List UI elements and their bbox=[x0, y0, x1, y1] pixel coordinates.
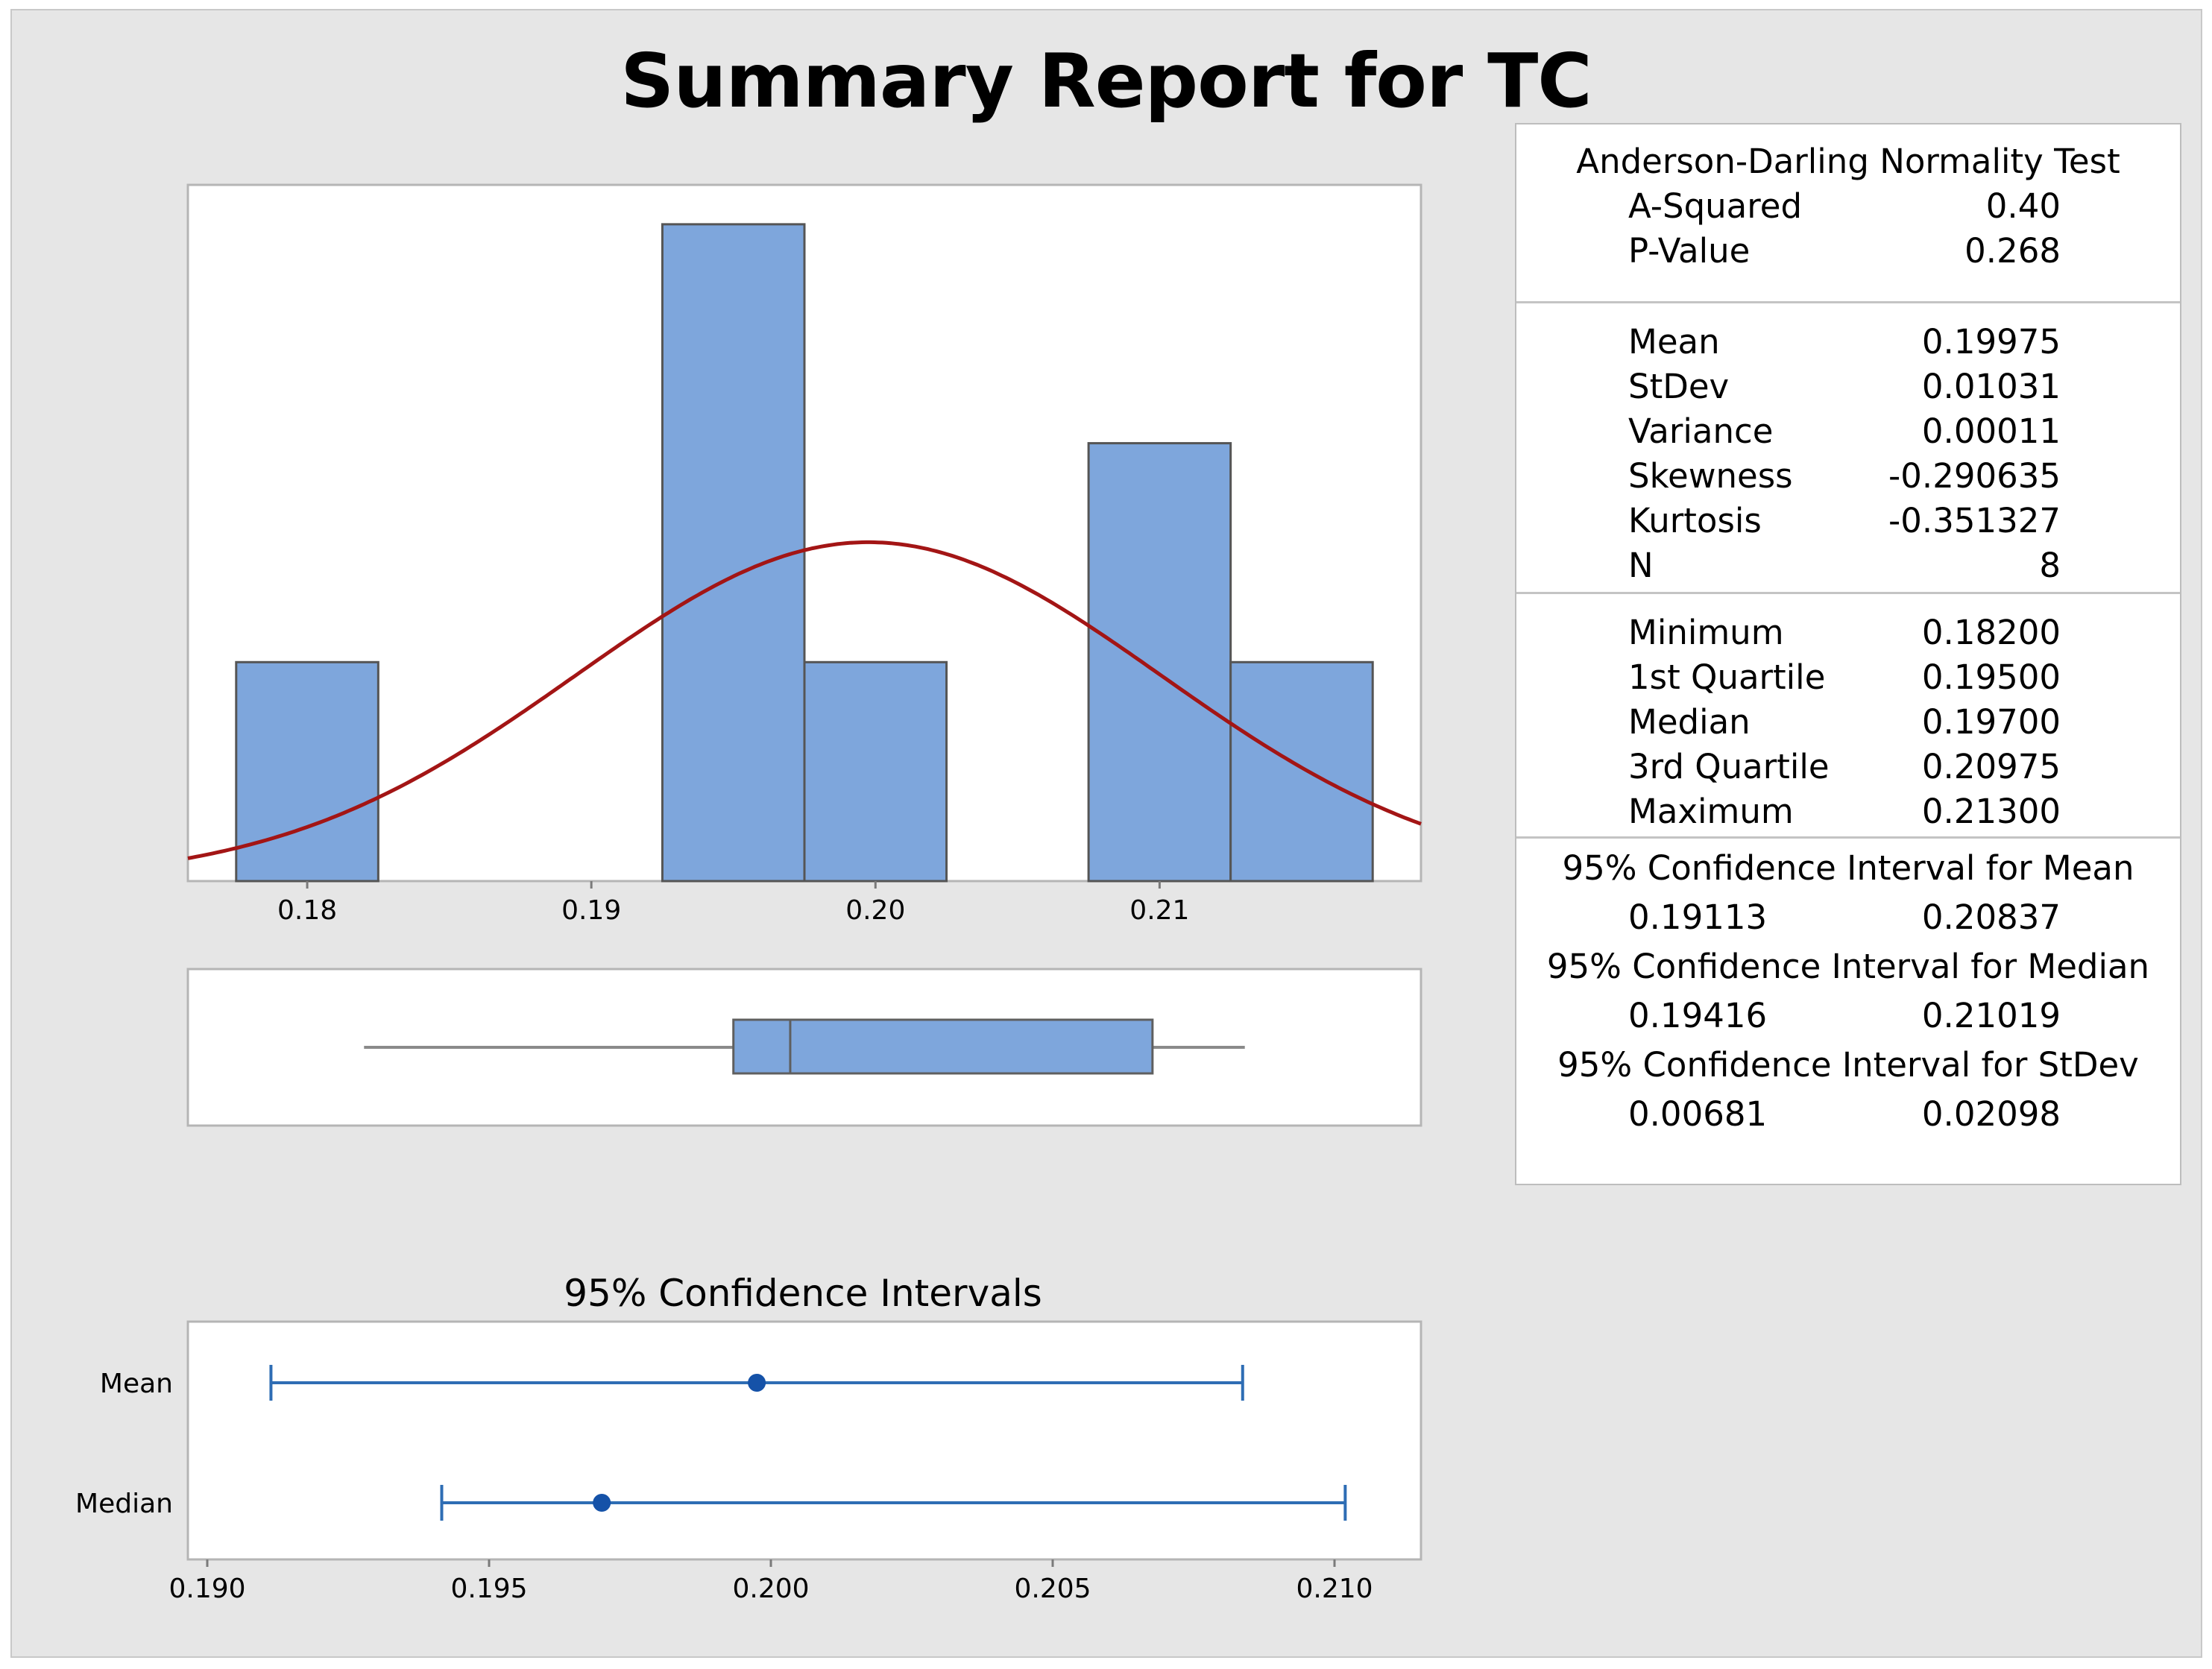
section-divider bbox=[1516, 836, 2180, 839]
histogram-bar bbox=[235, 660, 379, 883]
stat-row: StDev 0.01031 bbox=[1516, 365, 2180, 409]
stat-label: Minimum bbox=[1628, 613, 1784, 652]
stat-value: 0.00011 bbox=[1921, 411, 2061, 451]
stat-value: 0.20975 bbox=[1921, 747, 2061, 786]
ci-lower: 0.19113 bbox=[1628, 897, 1768, 937]
stat-label: Skewness bbox=[1628, 456, 1793, 496]
ci-x-tick-label: 0.210 bbox=[1296, 1574, 1373, 1604]
stat-value: 0.268 bbox=[1964, 231, 2061, 271]
ci-point-estimate bbox=[593, 1494, 611, 1512]
histogram-x-tick-label: 0.21 bbox=[1129, 895, 1189, 926]
moments-section: Mean 0.19975 StDev 0.01031 Variance 0.00011… bbox=[1516, 320, 2180, 588]
stat-value: 0.19975 bbox=[1921, 322, 2061, 362]
stat-value: 0.01031 bbox=[1921, 367, 2061, 406]
ci-chart-title: 95% Confidence Intervals bbox=[564, 1272, 1042, 1315]
ci-plot-area bbox=[186, 1320, 1422, 1561]
normal-fit-curve bbox=[187, 540, 1422, 860]
ci-row-label: Mean bbox=[100, 1369, 173, 1399]
section-divider bbox=[1516, 301, 2180, 303]
ci-row: 0.19113 0.20837 bbox=[1516, 891, 2180, 944]
ci-x-tick-label: 0.200 bbox=[732, 1574, 809, 1604]
histogram-bar bbox=[661, 223, 806, 883]
boxplot-box bbox=[732, 1018, 1154, 1075]
stat-row: P-Value 0.268 bbox=[1516, 229, 2180, 274]
ci-x-tick-label: 0.205 bbox=[1014, 1574, 1091, 1604]
report-title: Summary Report for TC bbox=[620, 37, 1592, 124]
stat-label: A-Squared bbox=[1628, 186, 1803, 226]
stat-label: P-Value bbox=[1628, 231, 1751, 271]
stat-row: Variance 0.00011 bbox=[1516, 409, 2180, 454]
stat-value: 8 bbox=[2039, 546, 2061, 585]
ci-lower: 0.19416 bbox=[1628, 996, 1768, 1035]
confidence-section: 95% Confidence Interval for Mean 0.19113… bbox=[1516, 846, 2180, 1141]
ci-heading: 95% Confidence Interval for Median bbox=[1546, 947, 2150, 986]
stat-value: 0.19500 bbox=[1921, 657, 2061, 697]
stat-value: -0.351327 bbox=[1888, 501, 2061, 540]
normality-heading: Anderson-Darling Normality Test bbox=[1576, 142, 2120, 181]
stat-label: StDev bbox=[1628, 367, 1730, 406]
stat-row: 1st Quartile 0.19500 bbox=[1516, 655, 2180, 700]
histogram-bar bbox=[1229, 660, 1374, 883]
stat-value: 0.19700 bbox=[1921, 702, 2061, 742]
quantiles-section: Minimum 0.18200 1st Quartile 0.19500 Media… bbox=[1516, 611, 2180, 834]
stat-row: Median 0.19700 bbox=[1516, 700, 2180, 745]
stat-label: Maximum bbox=[1628, 792, 1794, 831]
histogram-x-tick-label: 0.19 bbox=[561, 895, 621, 926]
stat-label: Variance bbox=[1628, 411, 1774, 451]
ci-row: 0.00681 0.02098 bbox=[1516, 1088, 2180, 1141]
ci-lower: 0.00681 bbox=[1628, 1094, 1768, 1134]
stat-value: 0.40 bbox=[1985, 186, 2061, 226]
ci-heading: 95% Confidence Interval for StDev bbox=[1557, 1045, 2139, 1085]
ci-upper: 0.02098 bbox=[1921, 1094, 2061, 1134]
ci-upper: 0.21019 bbox=[1921, 996, 2061, 1035]
stat-label: 1st Quartile bbox=[1628, 657, 1826, 697]
histogram-x-tick-label: 0.20 bbox=[845, 895, 905, 926]
stat-value: 0.21300 bbox=[1921, 792, 2061, 831]
stat-label: Mean bbox=[1628, 322, 1720, 362]
histogram-bar bbox=[803, 660, 948, 883]
stat-value: -0.290635 bbox=[1888, 456, 2061, 496]
histogram-x-tick-label: 0.18 bbox=[277, 895, 337, 926]
stat-row: A-Squared 0.40 bbox=[1516, 184, 2180, 229]
ci-heading: 95% Confidence Interval for Mean bbox=[1562, 848, 2134, 888]
stat-label: N bbox=[1628, 546, 1654, 585]
stat-row: 3rd Quartile 0.20975 bbox=[1516, 745, 2180, 789]
normality-section: Anderson-Darling Normality Test A-Square… bbox=[1516, 139, 2180, 274]
section-divider bbox=[1516, 592, 2180, 594]
statistics-panel: Anderson-Darling Normality Test A-Square… bbox=[1515, 123, 2181, 1185]
stat-row: Mean 0.19975 bbox=[1516, 320, 2180, 365]
stat-row: Minimum 0.18200 bbox=[1516, 611, 2180, 655]
stat-row: Skewness -0.290635 bbox=[1516, 454, 2180, 499]
histogram-bar bbox=[1087, 442, 1232, 883]
ci-point-estimate bbox=[748, 1374, 766, 1392]
ci-x-tick-label: 0.190 bbox=[168, 1574, 245, 1604]
stat-label: Median bbox=[1628, 702, 1751, 742]
stat-value: 0.18200 bbox=[1921, 613, 2061, 652]
stat-label: Kurtosis bbox=[1628, 501, 1762, 540]
ci-upper: 0.20837 bbox=[1921, 897, 2061, 937]
ci-row: 0.19416 0.21019 bbox=[1516, 989, 2180, 1043]
ci-x-tick-label: 0.195 bbox=[450, 1574, 527, 1604]
ci-row-label: Median bbox=[75, 1489, 173, 1519]
stat-label: 3rd Quartile bbox=[1628, 747, 1830, 786]
stat-row: Maximum 0.21300 bbox=[1516, 789, 2180, 834]
stat-row: Kurtosis -0.351327 bbox=[1516, 499, 2180, 543]
